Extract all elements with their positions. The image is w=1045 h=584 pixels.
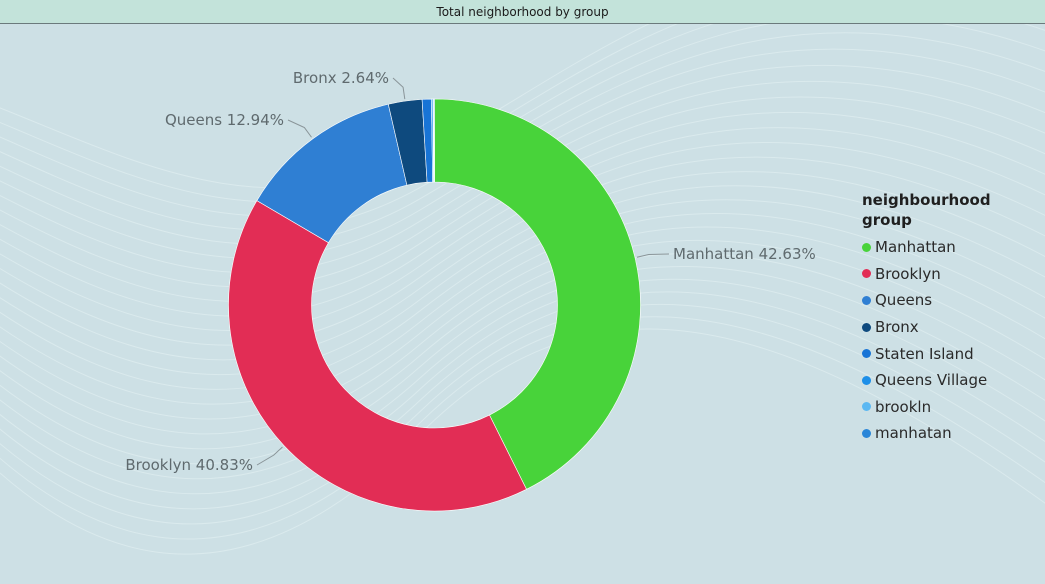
- legend-dot-icon: [862, 349, 871, 359]
- background-wave: [0, 142, 1045, 346]
- legend-label: brookln: [875, 397, 932, 416]
- legend-item-brooklyn[interactable]: Brooklyn: [862, 261, 1045, 288]
- legend-dot-icon: [862, 375, 871, 385]
- background-wave: [0, 199, 1045, 405]
- data-label-queens: Queens 12.94%: [165, 111, 284, 129]
- legend-item-bronx[interactable]: Bronx: [862, 314, 1045, 341]
- background-wave: [0, 32, 1045, 245]
- leader-line-queens: [287, 119, 312, 138]
- legend-label: Brooklyn: [875, 264, 941, 283]
- leader-line-bronx: [392, 77, 406, 100]
- legend-title: neighbourhood group: [862, 191, 991, 229]
- legend-item-staten-island[interactable]: Staten Island: [862, 340, 1045, 367]
- legend-dot-icon: [862, 402, 871, 412]
- background-wave: [0, 96, 1045, 302]
- chart-title: Total neighborhood by group: [436, 5, 609, 19]
- legend-label: Staten Island: [875, 344, 974, 363]
- background-wave: [0, 240, 1045, 450]
- background-wave: [0, 127, 1045, 331]
- leader-line-brooklyn: [256, 446, 283, 466]
- background-wave: [0, 328, 1045, 555]
- background-wave: [0, 278, 1045, 495]
- slice-manhattan[interactable]: [434, 98, 641, 490]
- donut-chart[interactable]: Manhattan 42.63% Brooklyn 40.83% Queens 12…: [0, 0, 840, 584]
- background-wave: [0, 64, 1045, 274]
- legend-dot-icon: [862, 428, 871, 438]
- background-wave: [0, 226, 1045, 435]
- legend-item-manhattan[interactable]: Manhattan: [862, 234, 1045, 261]
- legend-dot-icon: [862, 269, 871, 279]
- slice-manhatan[interactable]: [433, 98, 435, 183]
- legend-label: Queens Village: [875, 371, 988, 390]
- legend-dot-icon: [862, 322, 871, 332]
- legend-item-brookln[interactable]: brookln: [862, 394, 1045, 421]
- data-label-bronx: Bronx 2.64%: [293, 69, 389, 87]
- legend-label: manhatan: [875, 424, 952, 443]
- background-wave: [0, 111, 1045, 317]
- background-wave: [0, 291, 1045, 510]
- legend-dot-icon: [862, 242, 871, 252]
- data-label-manhattan: Manhattan 42.63%: [673, 245, 816, 263]
- donut-slices[interactable]: [228, 98, 641, 512]
- background-wave: [0, 156, 1045, 361]
- legend-item-queens[interactable]: Queens: [862, 287, 1045, 314]
- legend-item-queens-village[interactable]: Queens Village: [862, 367, 1045, 394]
- chart-title-bar: Total neighborhood by group: [0, 0, 1045, 24]
- slice-brooklyn[interactable]: [228, 200, 527, 512]
- leader-line-manhattan: [636, 253, 670, 258]
- slice-labels: Manhattan 42.63% Brooklyn 40.83% Queens 12…: [125, 69, 815, 474]
- background-wave: [0, 171, 1045, 376]
- background-wave: [0, 316, 1045, 540]
- background-wave: [0, 80, 1045, 288]
- data-label-brooklyn: Brooklyn 40.83%: [125, 456, 253, 474]
- background-wave: [0, 48, 1045, 259]
- background-wave: [0, 213, 1045, 420]
- legend-label: Queens: [875, 291, 933, 310]
- legend-dot-icon: [862, 295, 871, 305]
- background-wave: [0, 266, 1045, 480]
- legend-label: Manhattan: [875, 238, 956, 257]
- background-wave: [0, 303, 1045, 525]
- chart-legend[interactable]: neighbourhood group Manhattan Brooklyn Que…: [862, 190, 1045, 447]
- background-waves: [0, 24, 1045, 555]
- legend-item-manhatan[interactable]: manhatan: [862, 420, 1045, 447]
- background-wave: [0, 185, 1045, 390]
- legend-label: Bronx: [875, 318, 919, 337]
- legend-items[interactable]: Manhattan Brooklyn Queens Bronx Staten Islan…: [862, 234, 1045, 447]
- background-wave: [0, 253, 1045, 465]
